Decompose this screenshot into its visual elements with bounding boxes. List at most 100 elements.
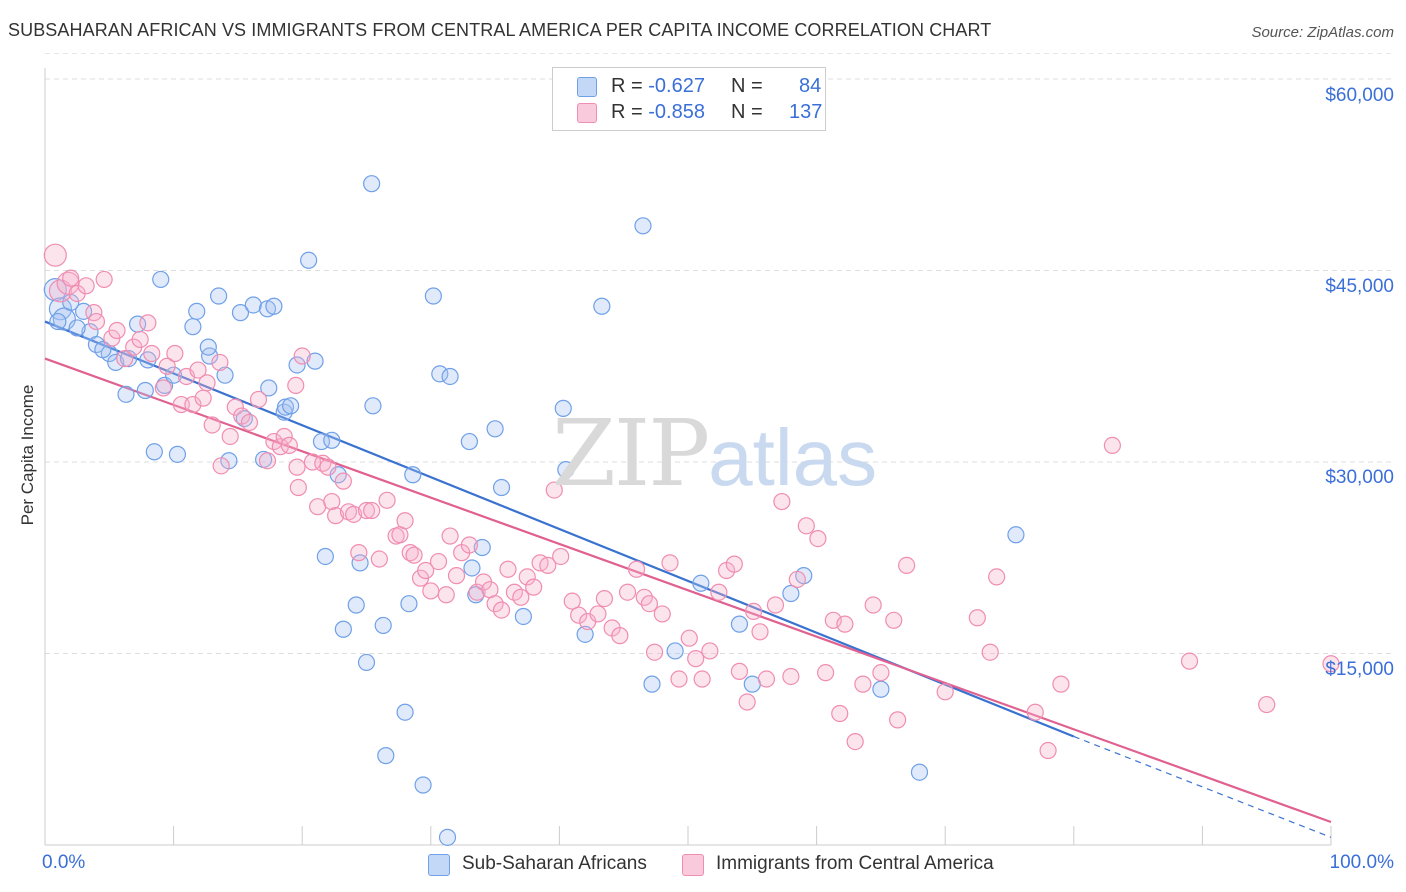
point-central-america: [693, 670, 711, 688]
point-sub-saharan: [347, 596, 365, 614]
point-central-america: [396, 512, 414, 530]
y-tick-label: $45,000: [1325, 276, 1394, 297]
r-stat: R = -0.858: [611, 101, 705, 123]
point-central-america: [468, 583, 486, 601]
point-sub-saharan: [438, 828, 457, 846]
point-central-america: [287, 376, 305, 394]
point-sub-saharan: [357, 653, 376, 672]
point-central-america: [627, 560, 646, 578]
point-sub-saharan: [404, 466, 422, 484]
point-sub-saharan: [334, 620, 352, 638]
point-central-america: [77, 277, 95, 295]
y-tick-label: $30,000: [1325, 467, 1394, 488]
point-central-america: [211, 353, 229, 372]
point-sub-saharan: [210, 287, 228, 305]
point-central-america: [154, 379, 172, 397]
y-tick-label: $60,000: [1325, 85, 1394, 106]
point-central-america: [221, 427, 239, 446]
point-central-america: [782, 667, 800, 686]
point-sub-saharan: [300, 251, 318, 269]
point-sub-saharan: [49, 312, 67, 331]
point-central-america: [552, 547, 570, 566]
point-sub-saharan: [244, 296, 262, 314]
point-central-america: [158, 357, 176, 375]
point-central-america: [139, 314, 157, 332]
trendline-extension: [1073, 735, 1332, 838]
point-central-america: [95, 270, 113, 289]
point-central-america: [1258, 695, 1276, 714]
point-central-america: [687, 650, 705, 668]
point-central-america: [738, 693, 756, 711]
point-sub-saharan: [396, 703, 414, 721]
legend-swatch-pink: [682, 854, 704, 876]
axes: [44, 68, 1332, 846]
point-central-america: [645, 643, 664, 661]
point-central-america: [836, 615, 854, 633]
point-central-america: [271, 438, 289, 456]
point-sub-saharan: [414, 776, 432, 794]
point-central-america: [680, 629, 698, 647]
point-central-america: [189, 361, 207, 379]
point-central-america: [1039, 741, 1057, 760]
point-central-america: [62, 269, 80, 287]
point-sub-saharan: [441, 367, 459, 386]
x-tick-label: 100.0%: [1329, 852, 1394, 873]
data-points: [43, 175, 1340, 846]
point-central-america: [492, 601, 511, 619]
point-sub-saharan: [306, 352, 324, 370]
point-central-america: [194, 389, 212, 407]
point-central-america: [288, 458, 306, 476]
point-central-america: [872, 664, 890, 682]
point-central-america: [563, 592, 581, 610]
point-central-america: [499, 560, 517, 578]
point-central-america: [280, 436, 298, 455]
legend-label: Immigrants from Central America: [716, 853, 994, 874]
point-sub-saharan: [201, 347, 219, 365]
point-central-america: [864, 596, 882, 614]
point-central-america: [653, 605, 671, 623]
point-sub-saharan: [1007, 526, 1025, 544]
point-central-america: [1103, 436, 1121, 455]
point-central-america: [898, 556, 916, 575]
point-central-america: [730, 662, 749, 680]
legend-swatch-pink: [577, 103, 597, 123]
point-central-america: [1026, 703, 1044, 721]
point-central-america: [275, 427, 293, 446]
stats-legend: R = -0.627 N = 84 R = -0.858 N = 137: [552, 67, 826, 131]
point-sub-saharan: [363, 175, 381, 193]
point-central-america: [357, 501, 376, 520]
point-sub-saharan: [666, 642, 684, 660]
point-sub-saharan: [514, 607, 532, 626]
point-sub-saharan: [199, 338, 217, 356]
point-sub-saharan: [460, 432, 478, 451]
point-sub-saharan: [692, 574, 710, 592]
point-central-america: [370, 550, 388, 568]
point-central-america: [1180, 652, 1199, 670]
point-central-america: [226, 398, 244, 416]
point-sub-saharan: [188, 302, 206, 320]
point-central-america: [143, 344, 161, 363]
point-central-america: [570, 606, 588, 624]
point-sub-saharan: [431, 365, 449, 383]
point-central-america: [618, 583, 637, 601]
point-central-america: [936, 683, 954, 701]
point-sub-saharan: [136, 381, 154, 400]
point-central-america: [539, 556, 557, 575]
point-central-america: [378, 491, 396, 509]
point-sub-saharan: [424, 287, 442, 305]
point-central-america: [788, 570, 806, 589]
point-sub-saharan: [554, 399, 572, 417]
point-central-america: [831, 704, 849, 723]
point-sub-saharan: [374, 616, 392, 635]
point-sub-saharan: [288, 356, 306, 374]
point-central-america: [108, 321, 126, 340]
y-axis-label: Per Capita Income: [18, 384, 37, 526]
point-sub-saharan: [323, 431, 341, 449]
point-central-america: [545, 481, 563, 499]
point-central-america: [441, 527, 459, 545]
point-central-america: [773, 492, 791, 511]
watermark: ZIPatlas: [552, 400, 877, 507]
point-central-america: [447, 567, 466, 585]
point-sub-saharan: [117, 385, 135, 403]
point-central-america: [249, 390, 268, 409]
